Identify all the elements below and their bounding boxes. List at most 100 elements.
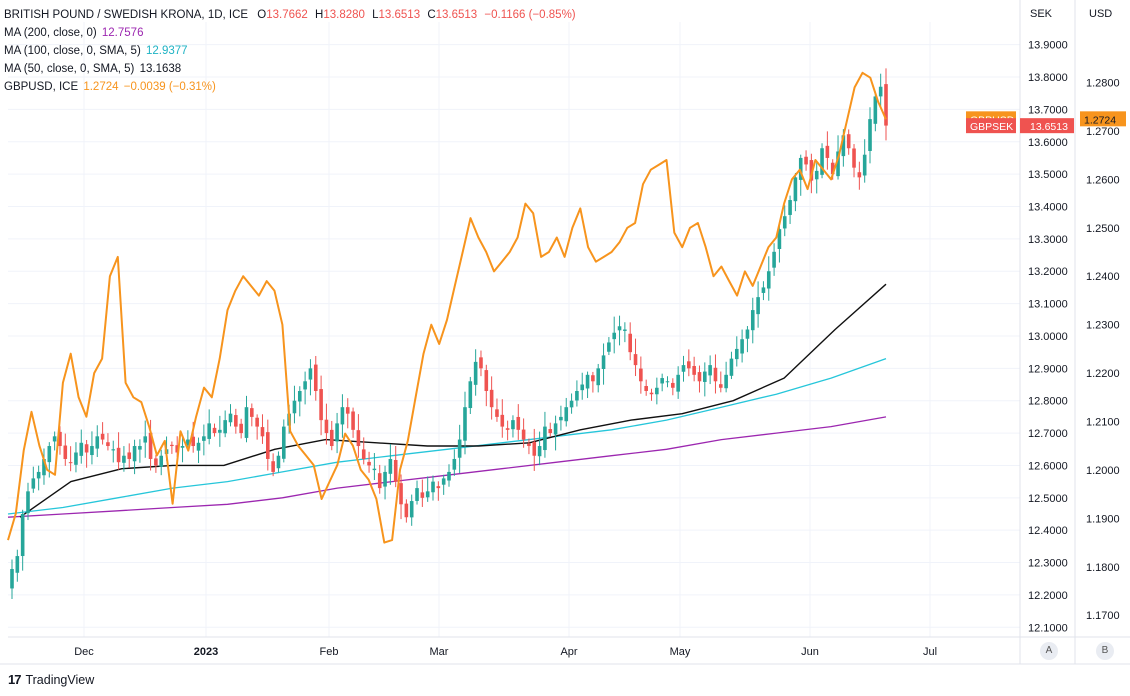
candle-body	[830, 162, 835, 175]
candle-body	[420, 492, 425, 498]
auto-scale-button[interactable]: A	[1040, 642, 1058, 660]
candle-body	[750, 310, 755, 331]
usd-axis-header: USD	[1089, 8, 1113, 20]
candle-body	[777, 229, 782, 249]
sek-tick-label: 13.0000	[1028, 331, 1068, 343]
candle-body	[297, 391, 302, 402]
candle-body	[798, 157, 803, 180]
candle-body	[575, 391, 579, 401]
candle-body	[212, 427, 217, 434]
candle-body	[377, 473, 382, 489]
candle-body	[846, 134, 851, 149]
gbpsek-last-tag	[966, 118, 1016, 134]
sek-tick-label: 12.1000	[1028, 622, 1068, 634]
candle-body	[601, 355, 606, 369]
candle-body	[841, 135, 846, 157]
candle-body	[836, 151, 840, 177]
sek-axis-header: SEK	[1030, 8, 1053, 20]
candle-body	[111, 449, 116, 451]
candle-body	[324, 419, 329, 434]
candle-body	[766, 271, 771, 289]
legend-gbpusd-row[interactable]: GBPUSD, ICE 1.2724 −0.0039 (−0.31%)	[4, 78, 576, 96]
candle-body	[20, 514, 25, 557]
sek-tick-label: 13.2000	[1028, 266, 1068, 278]
candle-body	[724, 374, 728, 389]
candle-body	[537, 446, 542, 457]
close-value: 13.6513	[435, 9, 478, 21]
candle-body	[655, 387, 659, 395]
candle-body	[532, 441, 537, 456]
candle-body	[271, 461, 275, 472]
legend-ma200-row[interactable]: MA (200, close, 0) 12.7576	[4, 24, 576, 42]
low-label: L	[372, 9, 379, 21]
candle-body	[756, 297, 760, 315]
usd-tick-label: 1.2300	[1086, 320, 1120, 332]
candle-body	[26, 491, 30, 514]
candle-body	[623, 329, 627, 331]
candle-body	[175, 445, 180, 453]
candle-body	[170, 444, 174, 447]
sek-tick-label: 12.4000	[1028, 525, 1068, 537]
candle-body	[468, 381, 473, 409]
candle-body	[90, 446, 94, 456]
ma100-series	[7, 357, 887, 515]
grid	[8, 22, 1020, 637]
candle-body	[761, 287, 766, 293]
gbpusd-label: GBPUSD, ICE	[4, 81, 79, 93]
sek-tick-label: 13.1000	[1028, 299, 1068, 311]
sek-tick-label: 13.6000	[1028, 137, 1068, 149]
candle-body	[95, 436, 100, 449]
candle-body	[79, 442, 84, 456]
x-tick-label: Jul	[923, 646, 937, 658]
gbpusd-line	[7, 71, 887, 544]
usd-tick-label: 1.1700	[1086, 610, 1120, 622]
candle-body	[878, 86, 883, 97]
gbpsek-last-tag-name: GBPSEK	[970, 121, 1013, 133]
candle-body	[809, 160, 814, 181]
sek-tick-label: 12.3000	[1028, 558, 1068, 570]
candle-body	[596, 368, 601, 386]
legend-ma50-row[interactable]: MA (50, close, 0, SMA, 5) 13.1638	[4, 60, 576, 78]
candle-body	[793, 177, 798, 202]
candle-body	[260, 427, 265, 437]
candle-body	[415, 488, 419, 501]
sek-tick-label: 13.4000	[1028, 202, 1068, 214]
candle-body	[628, 333, 632, 353]
legend-symbol-row: BRITISH POUND / SWEDISH KRONA, 1D, ICE O…	[4, 6, 576, 24]
candle-body	[868, 119, 872, 151]
usd-tick-label: 1.1800	[1086, 562, 1120, 574]
footer-brand[interactable]: TradingView	[25, 672, 95, 687]
sek-tick-label: 12.2000	[1028, 590, 1068, 602]
candle-body	[708, 365, 712, 376]
candle-body	[644, 386, 648, 391]
ma50-series	[19, 283, 887, 518]
scale-b-button[interactable]: B	[1096, 642, 1114, 660]
candle-body	[329, 429, 334, 447]
candle-body	[633, 354, 638, 366]
sek-tick-label: 12.7000	[1028, 428, 1068, 440]
candle-body	[388, 458, 393, 474]
candle-body	[31, 478, 36, 489]
candle-body	[692, 366, 696, 375]
candle-body	[239, 423, 243, 434]
candle-body	[564, 407, 569, 422]
candle-body	[399, 483, 403, 505]
candle-body	[713, 367, 718, 382]
candle-body	[223, 420, 227, 434]
candle-body	[84, 444, 89, 453]
candle-body	[196, 442, 201, 451]
candle-body	[345, 407, 350, 414]
candle-body	[772, 251, 776, 268]
legend-ma100-row[interactable]: MA (100, close, 0, SMA, 5) 12.9377	[4, 42, 576, 60]
high-value: 13.8280	[323, 9, 365, 21]
candles	[10, 68, 888, 599]
candle-body	[228, 413, 233, 423]
candle-body	[116, 447, 121, 463]
candle-body	[857, 172, 862, 178]
candle-body	[553, 423, 558, 435]
candle-body	[436, 486, 441, 489]
candle-body	[873, 96, 878, 124]
gbpusd-last-value-box	[1080, 111, 1126, 127]
candle-body	[580, 384, 585, 391]
